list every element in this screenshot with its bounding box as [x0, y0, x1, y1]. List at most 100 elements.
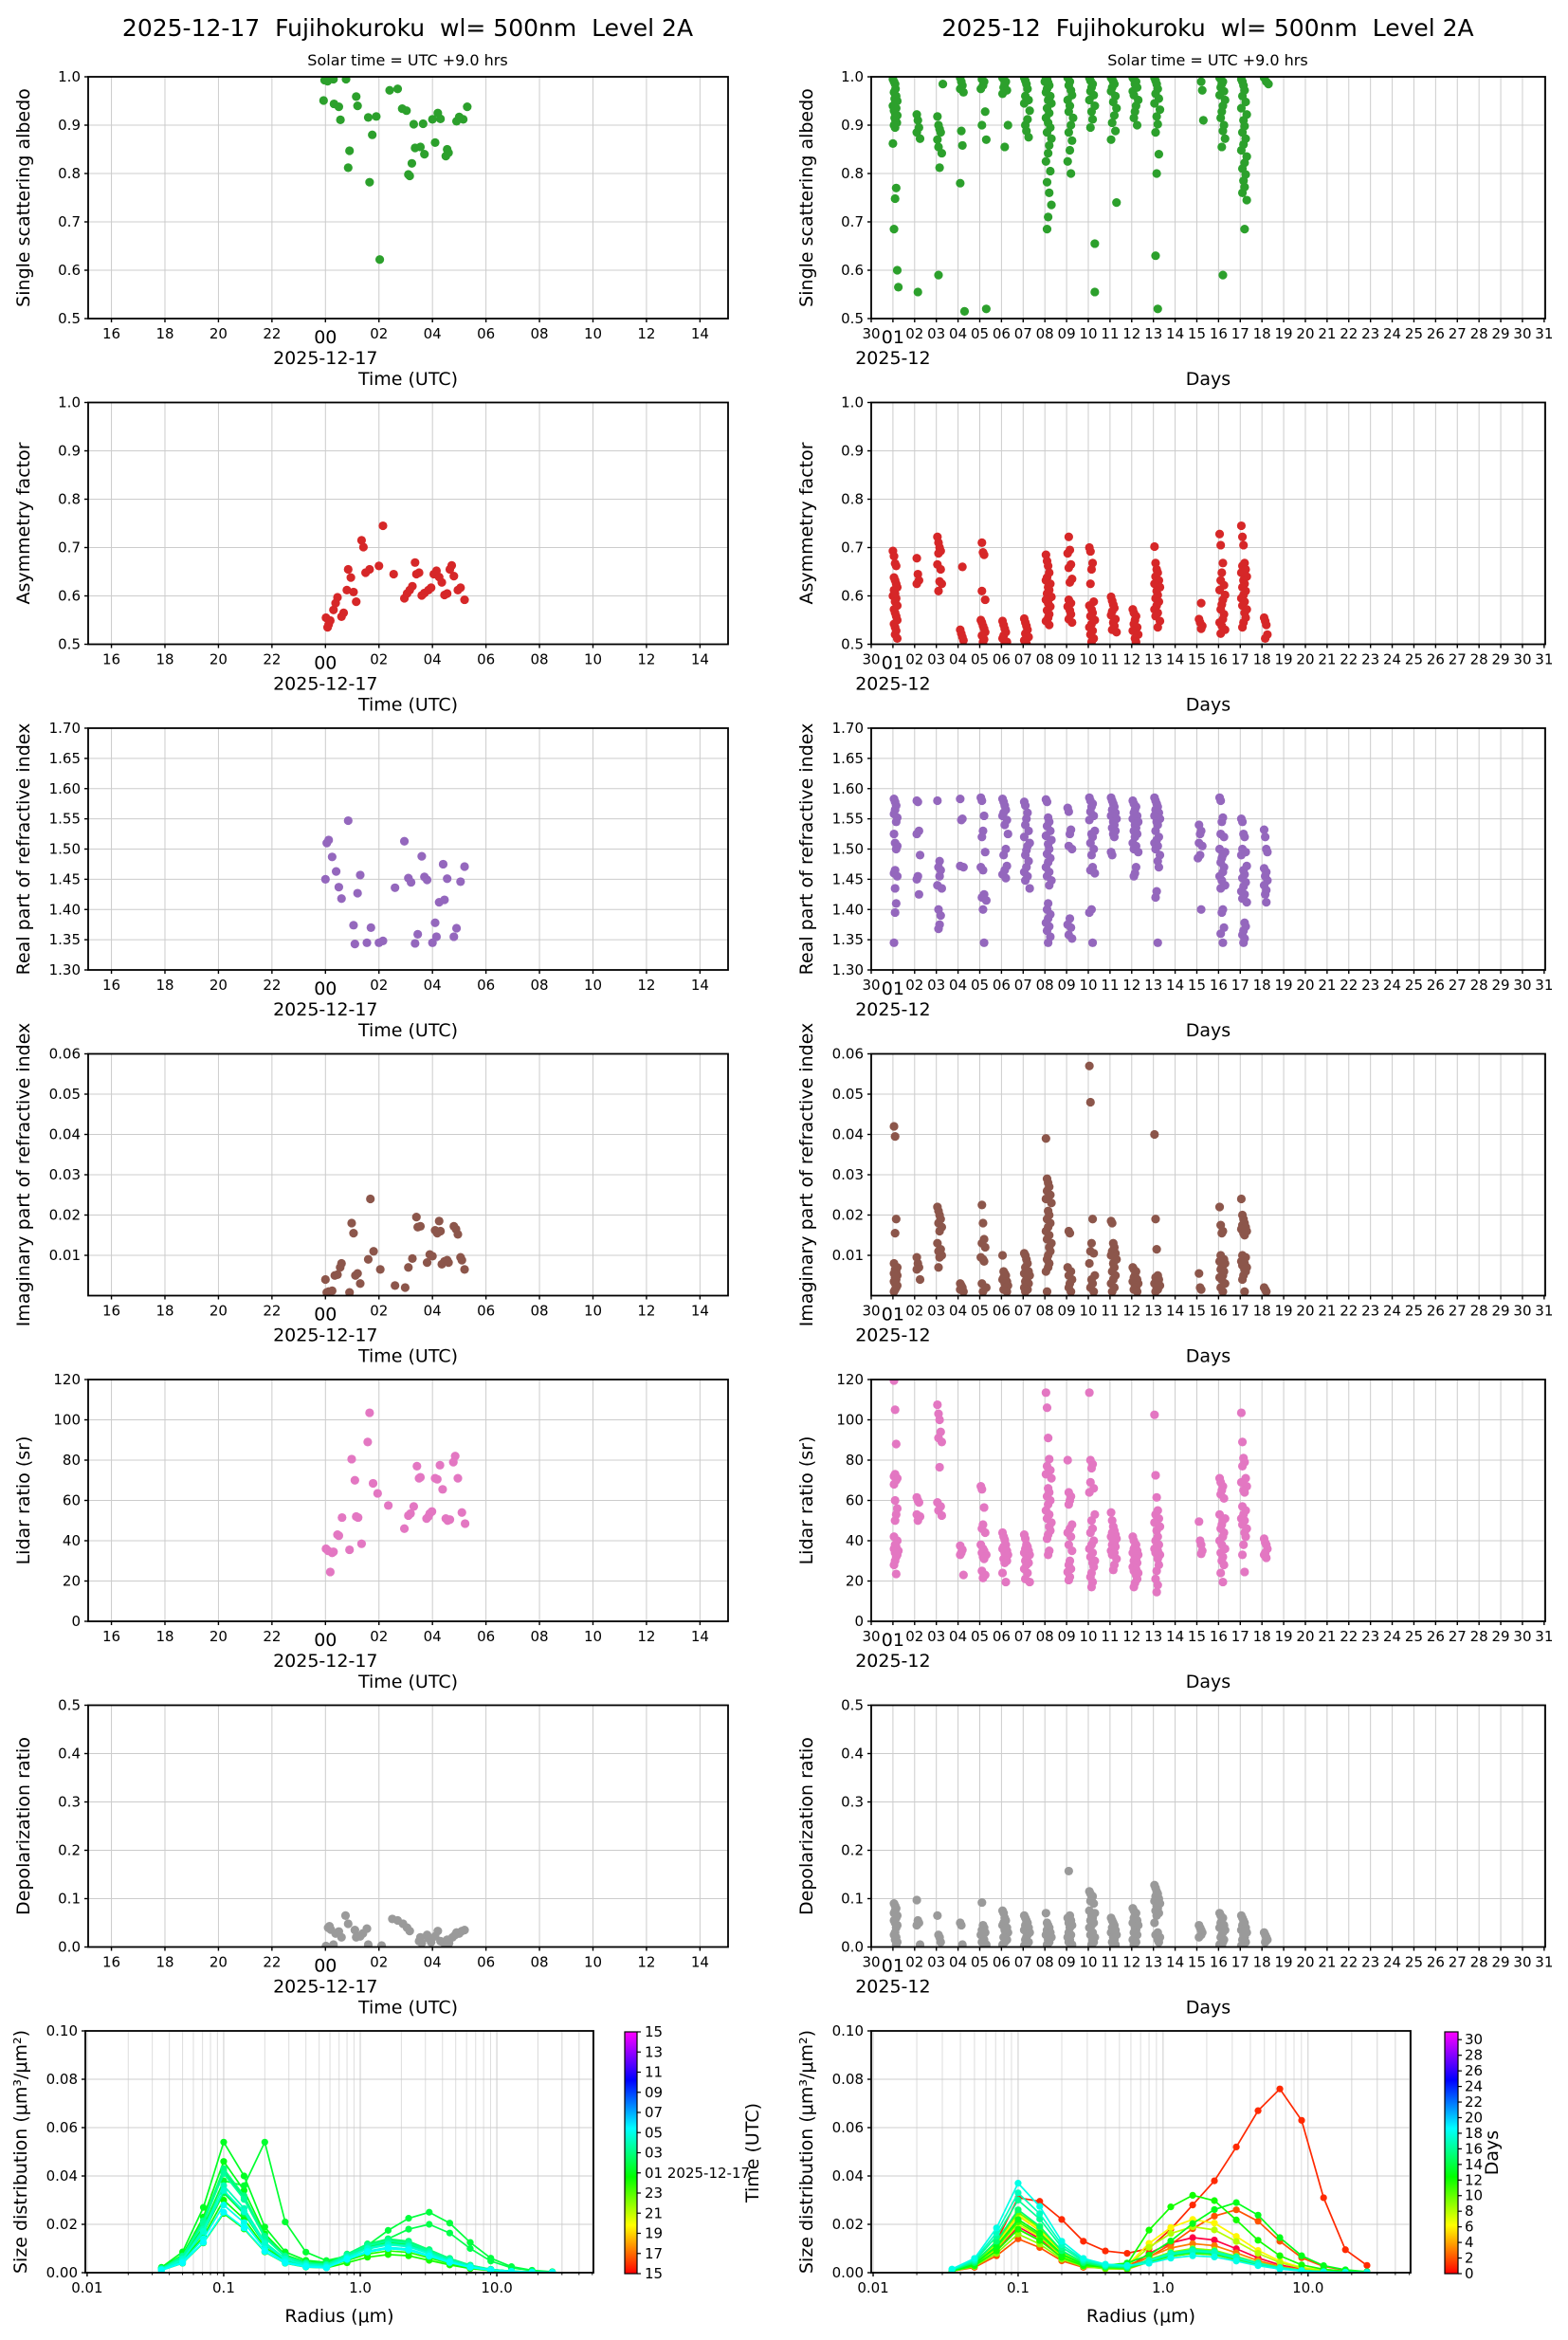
svg-text:02: 02	[905, 1628, 923, 1645]
svg-text:0.7: 0.7	[58, 539, 81, 557]
svg-text:04: 04	[949, 977, 967, 994]
svg-text:15: 15	[1188, 1303, 1206, 1320]
svg-text:18: 18	[1253, 1303, 1271, 1320]
svg-text:0.08: 0.08	[46, 2071, 78, 2088]
svg-text:03: 03	[927, 325, 945, 342]
monthly-subtitle: Solar time = UTC +9.0 hrs	[1107, 51, 1308, 69]
svg-text:09: 09	[1058, 1628, 1076, 1645]
svg-text:Days: Days	[1186, 1998, 1231, 2019]
svg-text:0.2: 0.2	[58, 1842, 81, 1859]
svg-text:08: 08	[531, 325, 549, 342]
svg-text:14: 14	[691, 325, 709, 342]
svg-text:12: 12	[637, 1954, 655, 1971]
svg-text:2025-12-17: 2025-12-17	[273, 999, 377, 1020]
svg-text:2025-12-17: 2025-12-17	[273, 1325, 377, 1346]
svg-text:14: 14	[1166, 325, 1184, 342]
svg-text:2: 2	[1465, 2250, 1474, 2267]
svg-text:0.01: 0.01	[71, 2279, 102, 2296]
svg-text:11: 11	[645, 2064, 663, 2081]
svg-text:19: 19	[1275, 651, 1293, 668]
svg-text:20: 20	[210, 651, 228, 668]
svg-text:11: 11	[1101, 1954, 1119, 1971]
svg-text:12: 12	[637, 1303, 655, 1320]
svg-text:09: 09	[1058, 1954, 1076, 1971]
svg-text:30: 30	[862, 1954, 880, 1971]
svg-text:1.0: 1.0	[1152, 2279, 1175, 2296]
svg-text:15: 15	[645, 2265, 663, 2282]
svg-text:24: 24	[1383, 651, 1401, 668]
svg-text:30: 30	[1513, 1628, 1531, 1645]
svg-text:29: 29	[1492, 1628, 1510, 1645]
svg-text:22: 22	[263, 1954, 281, 1971]
svg-text:17: 17	[1231, 651, 1249, 668]
svg-text:Size distribution (μm³/μm²): Size distribution (μm³/μm²)	[796, 2030, 817, 2274]
svg-text:15: 15	[1188, 1628, 1206, 1645]
svg-text:18: 18	[155, 1954, 173, 1971]
svg-text:0.7: 0.7	[841, 213, 864, 230]
svg-text:80: 80	[63, 1452, 81, 1469]
svg-text:18: 18	[1253, 651, 1271, 668]
svg-text:05: 05	[645, 2124, 663, 2141]
svg-text:Days: Days	[1186, 369, 1231, 390]
svg-text:30: 30	[862, 1628, 880, 1645]
svg-text:02: 02	[370, 977, 388, 994]
svg-text:100: 100	[836, 1412, 864, 1429]
svg-text:06: 06	[477, 651, 495, 668]
svg-text:02: 02	[370, 651, 388, 668]
svg-text:08: 08	[1036, 977, 1054, 994]
svg-text:0.8: 0.8	[58, 165, 81, 182]
svg-text:12: 12	[1122, 325, 1140, 342]
svg-text:18: 18	[155, 325, 173, 342]
svg-text:24: 24	[1383, 1303, 1401, 1320]
svg-text:2025-12-17: 2025-12-17	[273, 348, 377, 369]
svg-text:18: 18	[1253, 977, 1271, 994]
svg-text:05: 05	[971, 1954, 989, 1971]
svg-text:04: 04	[424, 1954, 442, 1971]
svg-text:30: 30	[1513, 651, 1531, 668]
svg-text:0.7: 0.7	[841, 539, 864, 557]
svg-text:0.06: 0.06	[49, 1046, 81, 1063]
svg-text:31: 31	[1535, 1303, 1553, 1320]
svg-text:02: 02	[370, 1954, 388, 1971]
svg-text:21: 21	[1318, 977, 1336, 994]
svg-text:4: 4	[1465, 2234, 1474, 2251]
svg-text:2025-12-17: 2025-12-17	[273, 674, 377, 695]
svg-text:0.9: 0.9	[841, 117, 864, 134]
svg-text:0.4: 0.4	[841, 1746, 864, 1763]
svg-text:15: 15	[1188, 977, 1206, 994]
svg-text:06: 06	[477, 977, 495, 994]
svg-text:0.0: 0.0	[841, 1939, 864, 1956]
svg-text:06: 06	[993, 325, 1011, 342]
svg-text:0.6: 0.6	[841, 588, 864, 605]
svg-text:1.0: 1.0	[58, 394, 81, 411]
svg-text:22: 22	[1340, 1954, 1358, 1971]
svg-text:16: 16	[1210, 977, 1228, 994]
svg-text:18: 18	[1253, 325, 1271, 342]
svg-text:18: 18	[155, 651, 173, 668]
svg-text:1.60: 1.60	[832, 780, 864, 797]
svg-text:16: 16	[102, 325, 120, 342]
svg-text:02: 02	[370, 1303, 388, 1320]
svg-text:1.55: 1.55	[832, 811, 864, 828]
svg-text:26: 26	[1427, 1954, 1445, 1971]
svg-text:31: 31	[1535, 325, 1553, 342]
svg-text:Single scattering albedo: Single scattering albedo	[796, 88, 817, 307]
chart-size-distribution-monthly: 0.01 0.1 1.0 10.0 0.00 0.02 0.04 0.06 0.08 0.10 Ra…	[796, 2022, 1412, 2327]
svg-text:16: 16	[102, 977, 120, 994]
svg-text:07: 07	[1014, 977, 1032, 994]
svg-text:27: 27	[1449, 1303, 1467, 1320]
svg-text:0.8: 0.8	[58, 491, 81, 508]
svg-text:Time (UTC): Time (UTC)	[357, 1998, 458, 2019]
svg-text:00: 00	[314, 978, 337, 999]
svg-text:00: 00	[314, 1630, 337, 1651]
svg-text:25: 25	[1405, 325, 1423, 342]
svg-text:05: 05	[971, 325, 989, 342]
svg-text:22: 22	[1340, 977, 1358, 994]
svg-text:0.10: 0.10	[832, 2022, 864, 2039]
